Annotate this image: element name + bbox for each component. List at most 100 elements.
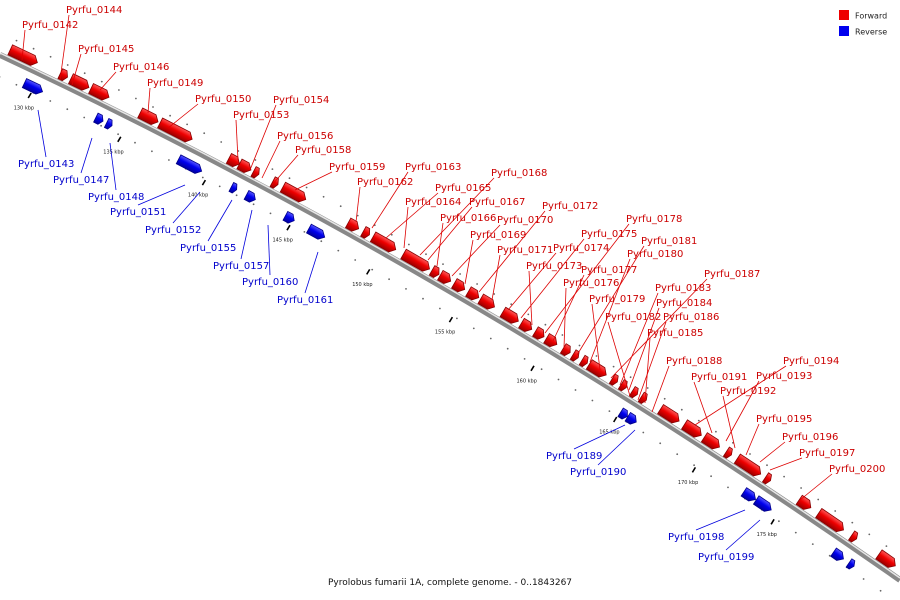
forward-gene-shape: [847, 530, 859, 543]
scale-dot: [271, 168, 274, 171]
forward-gene: [608, 373, 619, 386]
scale-dot: [66, 64, 69, 66]
scale-tick-label: 145 kbp: [273, 238, 293, 244]
scale-dot: [288, 177, 291, 180]
legend-reverse-label: Reverse: [855, 28, 887, 37]
forward-gene: [847, 530, 859, 543]
scale-dot: [794, 531, 797, 534]
reverse-gene-shape: [617, 407, 628, 420]
scale-tick-label: 160 kbp: [517, 378, 537, 384]
forward-gene-shape: [67, 73, 90, 91]
reverse-gene-label: Pyrfu_0199: [698, 552, 754, 563]
scale-dot: [868, 533, 871, 536]
reverse-gene-label: Pyrfu_0155: [180, 243, 236, 254]
scale-dot: [783, 475, 785, 478]
reverse-gene: [305, 223, 326, 240]
scale-dot: [523, 358, 526, 360]
forward-gene-label: Pyrfu_0144: [66, 5, 122, 16]
forward-gene-leader: [271, 154, 299, 186]
reverse-gene: [740, 487, 757, 502]
reverse-gene-label: Pyrfu_0160: [242, 277, 298, 288]
scale-dot: [339, 205, 342, 208]
scale-dot: [800, 487, 802, 489]
forward-gene: [761, 472, 772, 485]
reverse-gene: [282, 210, 295, 224]
forward-gene-label: Pyrfu_0172: [542, 201, 598, 212]
forward-gene-shape: [761, 472, 772, 485]
scale-tick-label: 150 kbp: [352, 282, 372, 288]
scale-dot: [663, 397, 666, 400]
scale-dot: [608, 410, 611, 412]
map-caption: Pyrolobus fumarii 1A, complete genome. -…: [327, 578, 573, 588]
forward-gene-leader: [249, 104, 277, 171]
forward-gene-label: Pyrfu_0173: [526, 261, 582, 272]
scale-tick: [27, 92, 32, 99]
reverse-gene-label: Pyrfu_0190: [570, 467, 626, 478]
forward-gene-leader: [419, 177, 495, 256]
forward-gene: [225, 152, 240, 168]
forward-gene: [657, 403, 680, 424]
scale-dot: [152, 106, 154, 108]
forward-gene-leader: [769, 457, 803, 471]
forward-gene-label: Pyrfu_0154: [273, 95, 329, 106]
forward-gene-leader: [619, 292, 659, 386]
reverse-gene: [617, 407, 628, 420]
forward-gene-leader: [637, 321, 667, 401]
forward-gene-shape: [225, 152, 240, 168]
scale-tick-label: 140 kbp: [188, 193, 208, 199]
forward-gene-shape: [250, 166, 260, 179]
scale-tick-label: 130 kbp: [14, 106, 34, 112]
forward-gene-shape: [608, 373, 619, 386]
forward-gene-leader: [694, 365, 787, 426]
scale-dot: [117, 133, 119, 136]
forward-gene-label: Pyrfu_0179: [589, 294, 645, 305]
forward-gene: [815, 507, 844, 533]
forward-gene-label: Pyrfu_0194: [783, 356, 839, 367]
scale-dot: [169, 114, 172, 117]
scale-dot: [595, 355, 598, 357]
reverse-gene-leader: [597, 429, 636, 466]
forward-gene-leader: [544, 223, 630, 334]
forward-gene-shape: [477, 293, 495, 310]
forward-gene-label: Pyrfu_0162: [357, 177, 413, 188]
forward-gene-leader: [355, 186, 361, 223]
scale-tick: [448, 316, 454, 323]
forward-gene-label: Pyrfu_0174: [553, 243, 609, 254]
scale-dot: [749, 453, 751, 455]
forward-gene-leader: [147, 87, 151, 114]
forward-gene-label: Pyrfu_0185: [647, 328, 703, 339]
reverse-gene-label: Pyrfu_0189: [546, 451, 602, 462]
forward-gene-leader: [464, 239, 474, 285]
forward-gene-label: Pyrfu_0182: [605, 312, 661, 323]
reverse-gene-shape: [305, 223, 326, 240]
gene-labels: Pyrfu_0142 Pyrfu_0144 Pyrfu_0145 Pyrfu_0146…: [18, 5, 885, 563]
forward-gene-shape: [657, 403, 680, 424]
scale-dot: [456, 317, 458, 320]
scale-dot: [254, 159, 257, 161]
scale-dot: [646, 387, 649, 389]
forward-gene-shape: [450, 278, 466, 293]
scale-dot: [305, 186, 308, 189]
reverse-gene-shape: [752, 495, 772, 512]
scale-dot: [574, 389, 577, 391]
scale-dot: [83, 72, 86, 75]
reverse-gene-label: Pyrfu_0157: [213, 261, 269, 272]
scale-tick: [613, 416, 618, 423]
forward-gene-shape: [499, 306, 519, 324]
reverse-gene-shape: [624, 411, 637, 425]
scale-dot: [817, 498, 820, 501]
forward-gene-shape: [795, 494, 812, 510]
forward-gene-label: Pyrfu_0168: [491, 168, 547, 179]
forward-gene-leader: [491, 254, 501, 301]
scale-dot: [885, 545, 888, 547]
reverse-gene-shape: [830, 547, 844, 561]
forward-gene-label: Pyrfu_0149: [147, 78, 203, 89]
scale-tick-label: 175 kbp: [757, 532, 777, 538]
forward-gene: [437, 269, 452, 284]
forward-gene-leader: [799, 473, 833, 501]
reverse-gene-shape: [740, 487, 757, 502]
forward-gene-label: Pyrfu_0195: [756, 414, 812, 425]
forward-gene-leader: [591, 303, 601, 371]
forward-gene: [700, 432, 720, 450]
